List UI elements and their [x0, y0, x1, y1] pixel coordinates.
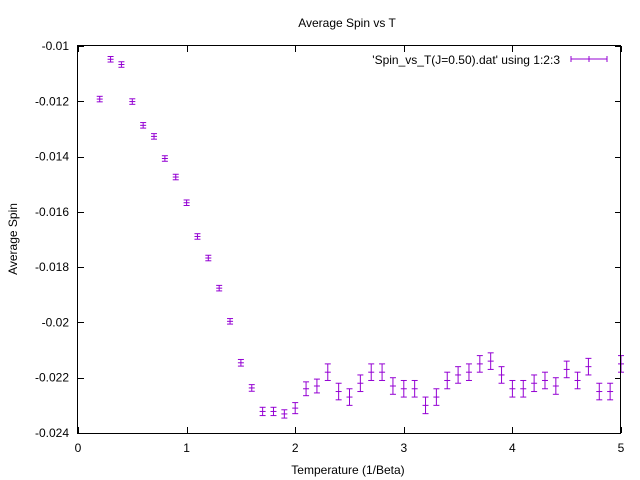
- data-point: [541, 371, 548, 390]
- data-point: [476, 355, 483, 373]
- data-point: [411, 379, 418, 398]
- y-tick-label: -0.016: [35, 205, 69, 219]
- data-point: [520, 379, 527, 398]
- legend-label: 'Spin_vs_T(J=0.50).dat' using 1:2:3: [372, 53, 560, 67]
- data-point: [368, 363, 375, 381]
- data-point: [303, 381, 310, 397]
- data-point: [259, 406, 266, 417]
- plot-frame: [77, 45, 621, 434]
- data-point: [270, 406, 277, 417]
- y-tick-label: -0.018: [35, 260, 69, 274]
- data-point: [357, 374, 364, 393]
- x-tick-label: 1: [183, 441, 190, 455]
- data-point: [281, 409, 288, 419]
- data-point: [552, 377, 559, 395]
- data-point: [151, 133, 158, 140]
- data-point: [379, 363, 386, 381]
- data-point: [237, 358, 244, 367]
- data-point: [487, 352, 494, 370]
- data-point: [596, 382, 603, 401]
- data-point: [422, 396, 429, 415]
- data-point: [563, 360, 570, 379]
- x-tick-label: 4: [509, 441, 516, 455]
- x-tick-label: 2: [292, 441, 299, 455]
- y-tick-label: -0.01: [42, 39, 70, 53]
- chart-title: Average Spin vs T: [298, 16, 396, 30]
- data-point: [433, 388, 440, 406]
- data-point: [498, 366, 505, 384]
- axis-ticks: 0 1 2 3 4 5 -0.024 -0.022 -0.02 -0.018 -0.016 -0.01…: [35, 39, 625, 455]
- x-tick-label: 0: [75, 441, 82, 455]
- data-point: [161, 155, 168, 162]
- y-tick-label: -0.024: [35, 426, 69, 440]
- data-point: [607, 382, 614, 401]
- data-point: [389, 377, 396, 395]
- data-point: [444, 371, 451, 390]
- y-tick-label: -0.022: [35, 371, 69, 385]
- data-point: [324, 363, 331, 381]
- data-point: [205, 254, 212, 262]
- x-tick-label: 5: [618, 441, 625, 455]
- data-point: [118, 61, 125, 68]
- legend: 'Spin_vs_T(J=0.50).dat' using 1:2:3: [372, 53, 608, 67]
- data-point: [335, 382, 342, 401]
- x-tick-label: 3: [400, 441, 407, 455]
- data-point: [346, 388, 353, 406]
- data-series: [96, 56, 624, 419]
- data-point: [292, 402, 299, 415]
- data-point: [313, 378, 320, 394]
- y-axis-label: Average Spin: [6, 203, 20, 275]
- data-point: [585, 357, 592, 376]
- y-tick-label: -0.02: [42, 315, 70, 329]
- y-tick-label: -0.012: [35, 94, 69, 108]
- data-point: [172, 173, 179, 181]
- y-tick-label: -0.014: [35, 150, 69, 164]
- data-point: [129, 98, 136, 105]
- data-point: [455, 366, 462, 384]
- data-point: [183, 199, 190, 206]
- data-point: [140, 122, 147, 129]
- data-point: [400, 379, 407, 398]
- data-point: [96, 95, 103, 103]
- data-point: [227, 318, 234, 325]
- data-point: [248, 384, 255, 392]
- data-point: [194, 233, 201, 240]
- data-point: [574, 371, 581, 390]
- data-point: [107, 56, 114, 63]
- data-point: [509, 379, 516, 398]
- data-point: [531, 374, 538, 393]
- x-axis-label: Temperature (1/Beta): [291, 463, 404, 477]
- legend-key: [570, 56, 608, 62]
- data-point: [465, 363, 472, 381]
- data-point: [216, 284, 223, 292]
